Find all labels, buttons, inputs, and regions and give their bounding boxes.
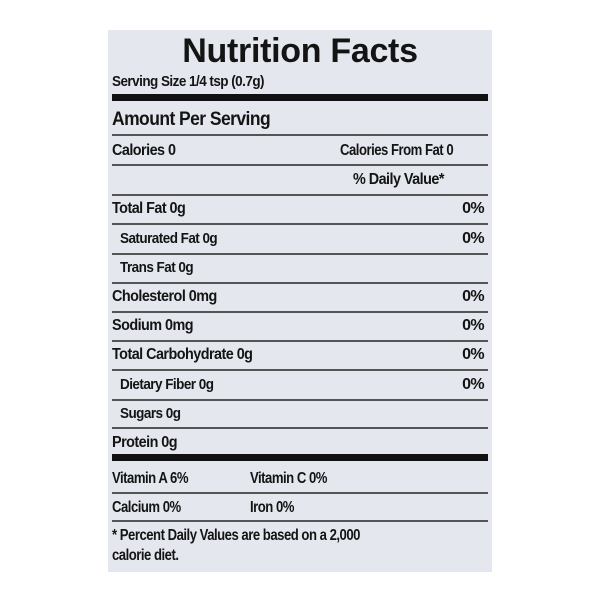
vitamin-a: Vitamin A 6% [112,470,189,487]
nutrient-dietary-fiber: Dietary Fiber 0g [120,376,214,393]
divider [112,253,488,255]
divider-thick [112,94,488,101]
calories: Calories 0 [112,142,176,159]
divider [112,340,488,342]
dv-total-fat: 0% [462,200,485,217]
vitamin-c: Vitamin C 0% [250,470,327,487]
dv-saturated-fat: 0% [462,230,485,247]
label-title: Nutrition Facts [182,32,418,70]
iron: Iron 0% [250,499,294,516]
divider [112,282,488,284]
nutrient-sodium: Sodium 0mg [112,317,194,334]
divider [112,164,488,166]
nutrient-sugars: Sugars 0g [120,405,181,422]
serving-size: Serving Size 1/4 tsp (0.7g) [112,73,265,90]
divider [112,194,488,196]
amount-per-serving: Amount Per Serving [112,109,271,130]
divider [112,223,488,225]
nutrient-trans-fat: Trans Fat 0g [120,259,194,276]
dv-sodium: 0% [462,317,485,334]
divider [112,369,488,371]
divider-thick [112,454,488,461]
divider [112,134,488,136]
divider [112,399,488,401]
footnote-line-1: * Percent Daily Values are based on a 2,… [112,527,360,544]
nutrient-protein: Protein 0g [112,434,178,451]
calories-from-fat: Calories From Fat 0 [340,142,454,159]
daily-value-header: % Daily Value* [353,171,444,188]
divider [112,492,488,494]
nutrient-saturated-fat: Saturated Fat 0g [120,230,218,247]
divider [112,427,488,429]
calcium: Calcium 0% [112,499,181,516]
divider [112,520,488,522]
nutrient-cholesterol: Cholesterol 0mg [112,288,217,305]
nutrient-total-carbohydrate: Total Carbohydrate 0g [112,346,253,363]
nutrient-total-fat: Total Fat 0g [112,200,186,217]
dv-cholesterol: 0% [462,288,485,305]
dv-total-carbohydrate: 0% [462,346,485,363]
footnote-line-2: calorie diet. [112,547,179,564]
divider [112,311,488,313]
dv-dietary-fiber: 0% [462,376,485,393]
nutrition-facts-label: Nutrition Facts Serving Size 1/4 tsp (0.… [108,30,492,572]
